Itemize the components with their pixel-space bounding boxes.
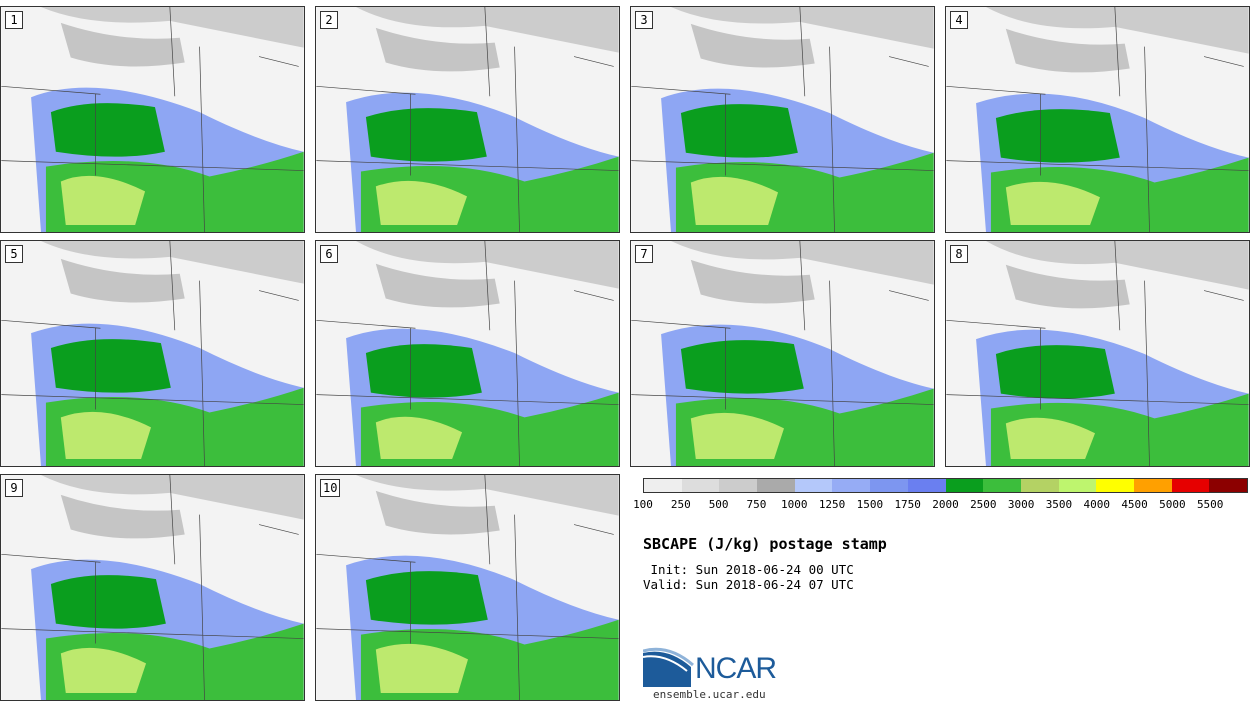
colorbar-tick-label: 250: [670, 498, 691, 511]
colorbar-tick-label: 2500: [970, 498, 997, 511]
member-panel: 3: [630, 6, 935, 233]
colorbar-tick-label: 100: [633, 498, 653, 511]
colorbar-tick-label: 4500: [1121, 498, 1148, 511]
cape-map: [316, 241, 619, 466]
colorbar-swatch: [757, 479, 795, 492]
colorbar-swatch: [870, 479, 908, 492]
colorbar: [643, 478, 1248, 493]
colorbar-tick-labels: 100 250 500 750 1000 1250 1500 1750 2000 2500 3000…: [633, 498, 1248, 512]
colorbar-tick-label: 1500: [856, 498, 884, 511]
member-label: 9: [5, 479, 23, 497]
member-panel: 5: [0, 240, 305, 467]
colorbar-tick-label: 3500: [1045, 498, 1073, 511]
colorbar-swatch: [907, 479, 946, 492]
colorbar-swatch: [644, 479, 682, 492]
member-panel: 1: [0, 6, 305, 233]
ncar-logo-text: NCAR: [695, 652, 777, 685]
colorbar-swatch: [1171, 479, 1210, 492]
init-time: Init: Sun 2018-06-24 00 UTC: [643, 562, 854, 577]
cape-map: [1, 7, 304, 232]
colorbar-swatch: [832, 479, 871, 492]
colorbar-tick-label: 1750: [894, 498, 921, 511]
colorbar-tick-label: 750: [746, 498, 767, 511]
colorbar-tick-label: 500: [708, 498, 729, 511]
member-label: 3: [635, 11, 653, 29]
colorbar-tick-label: 1250: [818, 498, 846, 511]
colorbar-swatch: [1209, 479, 1247, 492]
cape-map: [946, 7, 1249, 232]
member-label: 4: [950, 11, 968, 29]
cape-map: [946, 241, 1249, 466]
colorbar-tick-label: 5500: [1196, 498, 1224, 511]
colorbar-swatch: [1096, 479, 1134, 492]
member-label: 10: [320, 479, 341, 497]
member-label: 6: [320, 245, 338, 263]
cape-map: [316, 475, 619, 700]
member-panel: 9: [0, 474, 305, 701]
cape-map: [631, 7, 934, 232]
ncar-logo-icon: [643, 647, 694, 687]
member-panel: 4: [945, 6, 1250, 233]
member-panel: 8: [945, 240, 1250, 467]
member-panel: 7: [630, 240, 935, 467]
member-label: 2: [320, 11, 338, 29]
logo-url: ensemble.ucar.edu: [653, 688, 766, 701]
colorbar-swatch: [1133, 479, 1172, 492]
colorbar-swatch: [1058, 479, 1097, 492]
member-label: 1: [5, 11, 23, 29]
member-label: 8: [950, 245, 968, 263]
colorbar-swatch: [1020, 479, 1059, 492]
cape-map: [631, 241, 934, 466]
valid-time: Valid: Sun 2018-06-24 07 UTC: [643, 577, 854, 592]
colorbar-tick-label: 4000: [1083, 498, 1111, 511]
colorbar-swatch: [983, 479, 1021, 492]
member-panel: 2: [315, 6, 620, 233]
member-label: 5: [5, 245, 23, 263]
plot-title: SBCAPE (J/kg) postage stamp: [643, 535, 887, 553]
member-label: 7: [635, 245, 653, 263]
cape-map: [1, 475, 304, 700]
cape-map: [1, 241, 304, 466]
colorbar-swatch: [681, 479, 720, 492]
colorbar-swatch: [794, 479, 833, 492]
colorbar-swatch: [945, 479, 984, 492]
colorbar-tick-label: 1000: [781, 498, 808, 511]
member-panel: 6: [315, 240, 620, 467]
colorbar-tick-label: 5000: [1159, 498, 1186, 511]
cape-map: [316, 7, 619, 232]
colorbar-tick-label: 3000: [1007, 498, 1035, 511]
member-panel: 10: [315, 474, 620, 701]
colorbar-tick-label: 2000: [932, 498, 959, 511]
colorbar-swatch: [719, 479, 758, 492]
